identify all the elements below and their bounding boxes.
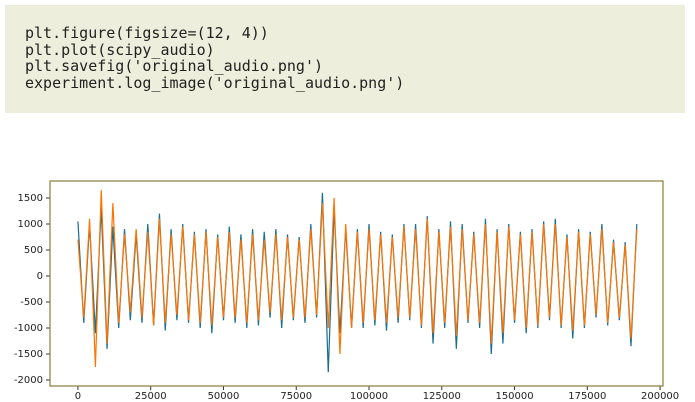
x-tick-label: 125000 [423,391,461,402]
code: plt.figure(figsize=(12, 4)) plt.plot(scip… [25,25,404,91]
x-tick-label: 175000 [568,391,606,402]
y-tick-label: 500 [24,245,43,256]
y-tick-label: 1000 [18,219,43,230]
y-tick-label: -1500 [14,349,43,360]
y-tick-label: -2000 [14,375,43,386]
series-line [77,190,638,368]
x-tick-label: 100000 [350,391,388,402]
y-tick-label: -500 [20,297,43,308]
series-line [77,192,638,373]
y-tick-label: -1000 [14,323,43,334]
x-tick-label: 25000 [135,391,167,402]
code-line: plt.plot(scipy_audio) [25,40,215,59]
x-tick-label: 75000 [280,391,312,402]
x-tick-label: 150000 [495,391,533,402]
x-tick-label: 0 [75,391,81,402]
x-tick-label: 50000 [208,391,240,402]
axes-frame [49,180,664,387]
code-line: plt.savefig('original_audio.png') [25,57,324,75]
x-tick-label: 200000 [641,391,679,402]
y-tick-label: 0 [37,271,43,282]
y-tick-label: 1500 [18,193,43,204]
code-cell: plt.figure(figsize=(12, 4)) plt.plot(scip… [5,5,685,113]
code-line: experiment.log_image('original_audio.png… [25,73,405,92]
code-line: plt.figure(figsize=(12, 4)) [25,24,269,42]
